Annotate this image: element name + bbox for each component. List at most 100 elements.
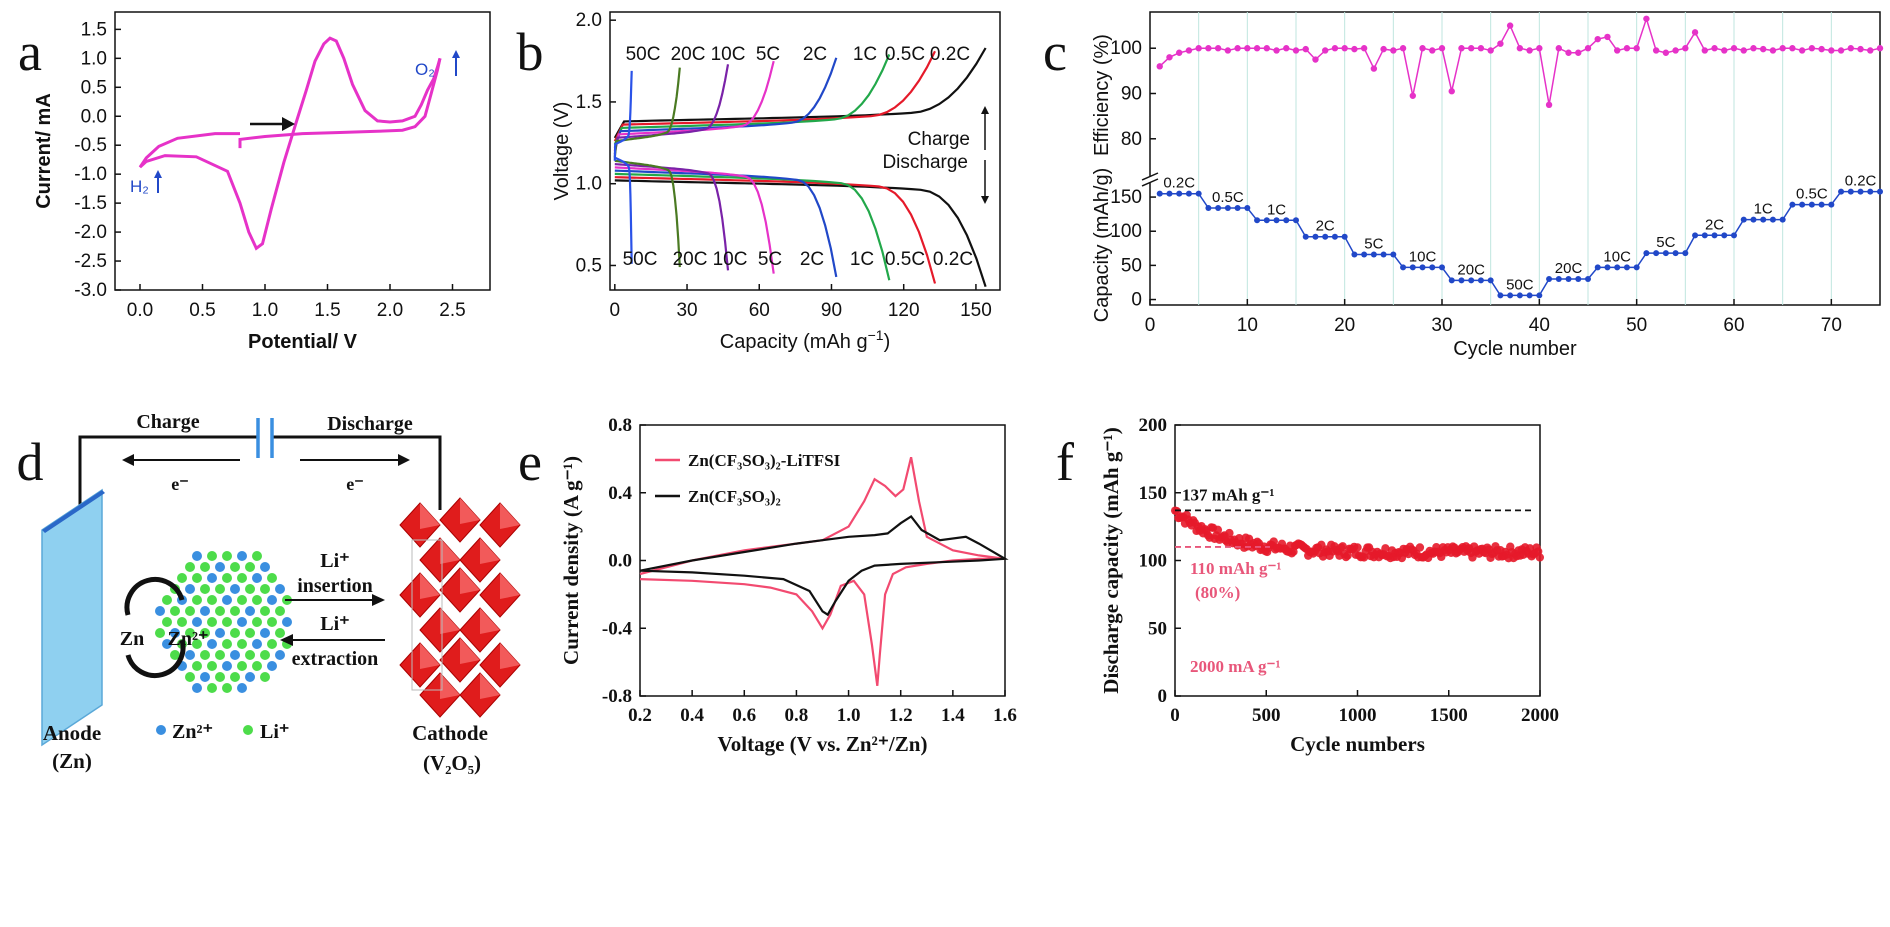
panel-c-capacity-point <box>1546 276 1553 283</box>
panel-b-top-label: 5C <box>756 44 780 65</box>
panel-d-cathode-facet <box>480 673 500 699</box>
panel-b-top-label: 20C <box>671 44 706 65</box>
panel-d-electron-arrowhead <box>398 454 410 466</box>
panel-f-ref-sub-110: (80%) <box>1195 583 1240 602</box>
panel-a-o2-label: O₂ <box>415 60 435 79</box>
panel-c-capacity-point <box>1653 250 1660 257</box>
panel-c-ytick-bottom-label: 100 <box>1110 221 1142 242</box>
panel-c-efficiency-point <box>1604 33 1611 41</box>
panel-c-capacity-point <box>1370 251 1377 258</box>
panel-a-series-1 <box>238 57 442 149</box>
panel-d-ion <box>237 683 247 693</box>
panel-b-discharge-1C <box>614 172 891 281</box>
panel-b-discharge-label: Discharge <box>882 152 968 173</box>
panel-d-ion <box>162 639 172 649</box>
panel-c-capacity-point <box>1711 232 1718 239</box>
panel-d-ion <box>207 573 217 583</box>
panel-d-ion <box>237 551 247 561</box>
panel-c-efficiency-point <box>1448 88 1455 95</box>
panel-c-efficiency-point <box>1594 35 1601 43</box>
panel-c-efficiency-point <box>1438 45 1446 52</box>
panel-d-circuit-wire <box>78 435 442 510</box>
panel-c-capacity-point <box>1789 201 1796 208</box>
panel-d-extraction-label: extraction <box>292 648 379 670</box>
panel-c-efficiency-point <box>1283 45 1290 52</box>
panel-c-efficiency-point <box>1526 47 1533 54</box>
panel-c-capacity-point <box>1799 201 1806 208</box>
panel-d-ion <box>185 628 195 638</box>
panel-c-capacity-point <box>1185 190 1192 197</box>
panel-c-efficiency-point <box>1672 47 1679 54</box>
panel-b-ytick-label: 2.0 <box>576 10 602 31</box>
panel-d-li-insert-label: Li⁺ <box>320 550 349 572</box>
panel-d-ion <box>267 661 277 671</box>
panel-e-ytick-label: 0.8 <box>608 415 632 436</box>
panel-c-efficiency-point <box>1545 101 1553 109</box>
panel-c-efficiency-point <box>1477 45 1485 52</box>
panel-b-top-label: 1C <box>853 44 877 65</box>
panel-d-extraction-arrowhead <box>280 634 293 646</box>
panel-d-ion <box>252 595 262 605</box>
panel-d-ion <box>177 617 187 627</box>
panel-d-anode-label: Anode <box>43 721 101 745</box>
panel-c-break <box>1141 178 1159 187</box>
panel-c-efficiency-point <box>1273 47 1280 54</box>
panel-d-ion <box>252 617 262 627</box>
panel-c-rate-label: 1C <box>1754 201 1773 218</box>
panel-a-ytick-label: -0.5 <box>74 135 107 156</box>
panel-c-capacity-point <box>1740 216 1747 223</box>
panel-d-ion <box>275 628 285 638</box>
panel-c-efficiency-point <box>1847 45 1855 52</box>
panel-c-capacity-point <box>1487 277 1494 284</box>
panel-label-c: c <box>1043 22 1067 82</box>
panel-c-capacity-point <box>1195 190 1202 197</box>
panel-d-ion <box>275 584 285 594</box>
panel-f-ytick-label: 200 <box>1139 415 1168 436</box>
panel-b-charge-10C <box>613 64 730 155</box>
panel-d-ion <box>170 628 180 638</box>
panel-d-ion <box>192 639 202 649</box>
panel-d-ion <box>200 672 210 682</box>
panel-c-capacity-point <box>1224 205 1231 212</box>
panel-c-ytick-top-label: 80 <box>1121 129 1142 150</box>
panel-f-xtick-label: 500 <box>1252 705 1281 726</box>
panel-c-rate-label: 20C <box>1457 261 1485 278</box>
panel-b-discharge-arrowhead <box>981 196 989 204</box>
panel-d-cathode-facet <box>460 498 480 524</box>
panel-e-legend-label: Zn(CF₃SO₃)₂-LiTFSI <box>688 451 841 470</box>
panel-f-ylabel: Discharge capacity (mAh g⁻¹) <box>1099 427 1123 693</box>
panel-c-efficiency-point <box>1253 45 1261 52</box>
panel-c-capacity-point <box>1312 233 1319 240</box>
panel-d-ion <box>192 617 202 627</box>
panel-label-a: a <box>18 22 42 82</box>
panel-c-capacity-point <box>1750 216 1757 223</box>
panel-c-xtick-label: 30 <box>1431 315 1452 336</box>
panel-d-ion <box>252 551 262 561</box>
panel-d-charge-label: Charge <box>136 411 199 433</box>
panel-f-point <box>1343 551 1352 560</box>
panel-c-rate-label: 50C <box>1506 276 1534 293</box>
panel-f-point <box>1381 544 1390 553</box>
panel-c-efficiency-point <box>1867 47 1874 54</box>
panel-c-efficiency-point <box>1652 47 1660 54</box>
panel-c-capacity-point <box>1439 264 1445 271</box>
panel-c-ytick-bottom-label: 50 <box>1121 255 1142 276</box>
panel-e-xtick-label: 0.4 <box>680 705 704 726</box>
panel-e-xlabel: Voltage (V vs. Zn²⁺/Zn) <box>718 732 928 756</box>
panel-d-cathode-facet <box>500 573 520 599</box>
panel-b-bottom-label: 50C <box>623 249 658 270</box>
panel-e-xtick-label: 1.4 <box>941 705 965 726</box>
panel-c-capacity-point <box>1857 188 1864 195</box>
panel-d-ion <box>260 628 270 638</box>
panel-c-efficiency-point <box>1234 45 1241 52</box>
panel-b-xtick-label: 0 <box>610 300 621 321</box>
panel-a-ytick-label: -2.0 <box>74 222 107 243</box>
panel-d-ion <box>222 661 232 671</box>
panel-b-discharge-50C <box>614 156 633 264</box>
panel-d-insertion-label: insertion <box>297 575 373 597</box>
panel-d-ion <box>185 584 195 594</box>
panel-f-point <box>1415 543 1425 552</box>
panel-d-ion <box>267 573 277 583</box>
panel-b-charge-1C <box>613 54 891 145</box>
panel-d-cycle-arrow <box>124 577 185 616</box>
